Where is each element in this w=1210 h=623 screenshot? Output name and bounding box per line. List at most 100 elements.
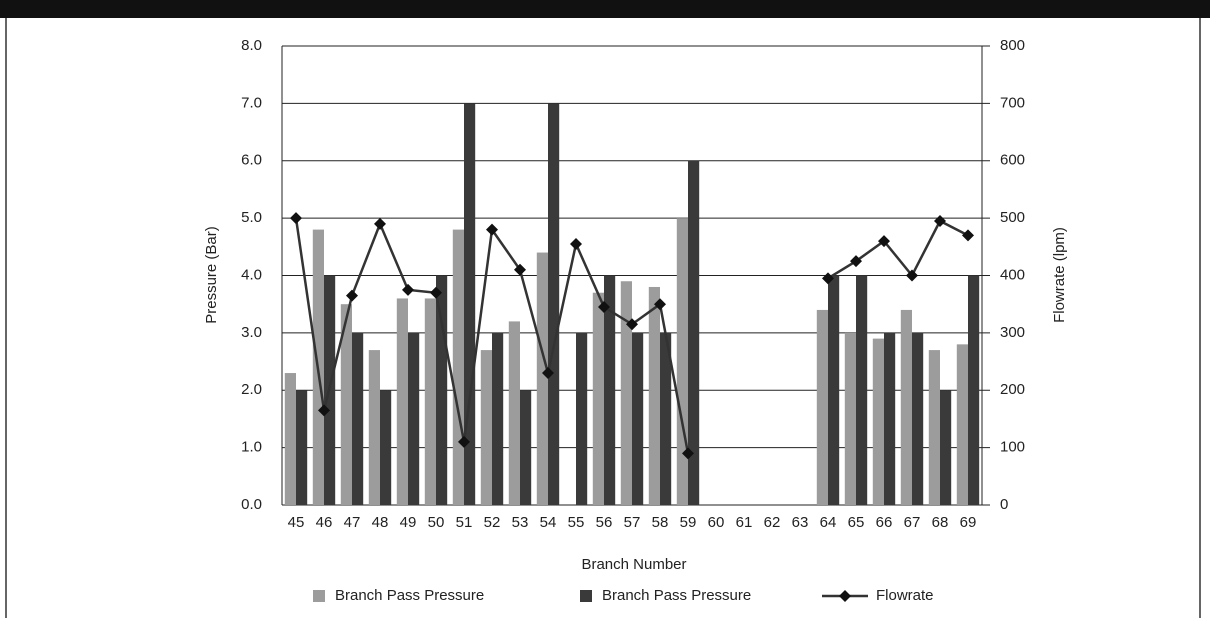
legend-marker xyxy=(839,590,851,602)
y2-tick-label: 400 xyxy=(1000,266,1025,283)
x-tick-label: 50 xyxy=(428,514,445,531)
x-tick-label: 49 xyxy=(400,514,417,531)
x-tick-label: 59 xyxy=(680,514,697,531)
y2-tick-label: 100 xyxy=(1000,439,1025,456)
bar xyxy=(352,332,364,505)
x-tick-label: 69 xyxy=(960,514,977,531)
bar xyxy=(340,304,352,505)
bar xyxy=(884,332,896,505)
bar xyxy=(872,338,884,505)
bar xyxy=(296,390,308,505)
bar xyxy=(968,275,980,505)
x-tick-label: 68 xyxy=(932,514,949,531)
point xyxy=(598,301,610,314)
point xyxy=(822,272,834,285)
y-tick-label: 1.0 xyxy=(241,439,262,456)
y-tick-label: 7.0 xyxy=(241,94,262,111)
y-tick-label: 0.0 xyxy=(241,496,262,513)
x-tick-label: 63 xyxy=(792,514,809,531)
y2-tick-label: 500 xyxy=(1000,209,1025,226)
bar xyxy=(548,103,560,505)
legend-swatch xyxy=(580,590,592,602)
bar xyxy=(492,332,504,505)
x-tick-label: 67 xyxy=(904,514,921,531)
bar xyxy=(928,350,940,505)
y-tick-label: 4.0 xyxy=(241,266,262,283)
x-tick-label: 53 xyxy=(512,514,529,531)
x-tick-label: 66 xyxy=(876,514,893,531)
legend-swatch xyxy=(313,590,325,602)
x-tick-label: 57 xyxy=(624,514,641,531)
bar xyxy=(536,252,548,505)
bar xyxy=(660,332,672,505)
y2-tick-label: 600 xyxy=(1000,152,1025,169)
x-tick-label: 52 xyxy=(484,514,501,531)
x-tick-label: 58 xyxy=(652,514,669,531)
point xyxy=(906,269,918,282)
bar xyxy=(424,298,436,505)
x-tick-label: 65 xyxy=(848,514,865,531)
bar xyxy=(648,286,660,505)
bar xyxy=(368,350,380,505)
y-tick-label: 3.0 xyxy=(241,324,262,341)
bar xyxy=(480,350,492,505)
point xyxy=(374,217,386,230)
y-axis-label: Pressure (Bar) xyxy=(203,226,220,324)
x-tick-label: 45 xyxy=(288,514,305,531)
bar xyxy=(912,332,924,505)
point xyxy=(514,263,526,276)
x-tick-label: 46 xyxy=(316,514,333,531)
legend-label: Flowrate xyxy=(876,587,934,604)
bar xyxy=(576,332,588,505)
point xyxy=(962,229,974,242)
x-axis-label: Branch Number xyxy=(581,556,686,573)
point xyxy=(850,255,862,268)
bar xyxy=(604,275,616,505)
bar xyxy=(464,103,476,505)
bar xyxy=(620,281,632,505)
x-tick-label: 56 xyxy=(596,514,613,531)
bar xyxy=(452,229,464,505)
x-tick-label: 51 xyxy=(456,514,473,531)
point xyxy=(486,223,498,236)
y2-tick-label: 200 xyxy=(1000,381,1025,398)
y2-tick-label: 700 xyxy=(1000,94,1025,111)
bar xyxy=(856,275,868,505)
x-tick-label: 61 xyxy=(736,514,753,531)
point xyxy=(318,404,330,417)
point xyxy=(654,298,666,311)
bar xyxy=(592,292,604,505)
bar xyxy=(844,332,856,505)
y2-tick-label: 800 xyxy=(1000,37,1025,54)
bar xyxy=(900,309,912,505)
x-tick-label: 48 xyxy=(372,514,389,531)
bar xyxy=(676,218,688,505)
x-tick-label: 62 xyxy=(764,514,781,531)
y-tick-label: 2.0 xyxy=(241,381,262,398)
point xyxy=(458,435,470,448)
bar xyxy=(508,321,520,505)
point xyxy=(402,283,414,296)
point xyxy=(626,318,638,331)
x-tick-label: 55 xyxy=(568,514,585,531)
y-tick-label: 6.0 xyxy=(241,152,262,169)
y2-tick-label: 300 xyxy=(1000,324,1025,341)
y2-axis-label: Flowrate (lpm) xyxy=(1051,227,1068,323)
x-tick-label: 54 xyxy=(540,514,557,531)
bar xyxy=(940,390,952,505)
bar xyxy=(816,309,828,505)
point xyxy=(570,237,582,250)
bar xyxy=(396,298,408,505)
x-tick-label: 60 xyxy=(708,514,725,531)
y-tick-label: 8.0 xyxy=(241,37,262,54)
bar xyxy=(408,332,420,505)
bar xyxy=(956,344,968,505)
x-tick-label: 47 xyxy=(344,514,361,531)
bar xyxy=(632,332,644,505)
bar xyxy=(380,390,392,505)
point xyxy=(934,214,946,227)
bar xyxy=(828,275,840,505)
bar xyxy=(284,373,296,505)
